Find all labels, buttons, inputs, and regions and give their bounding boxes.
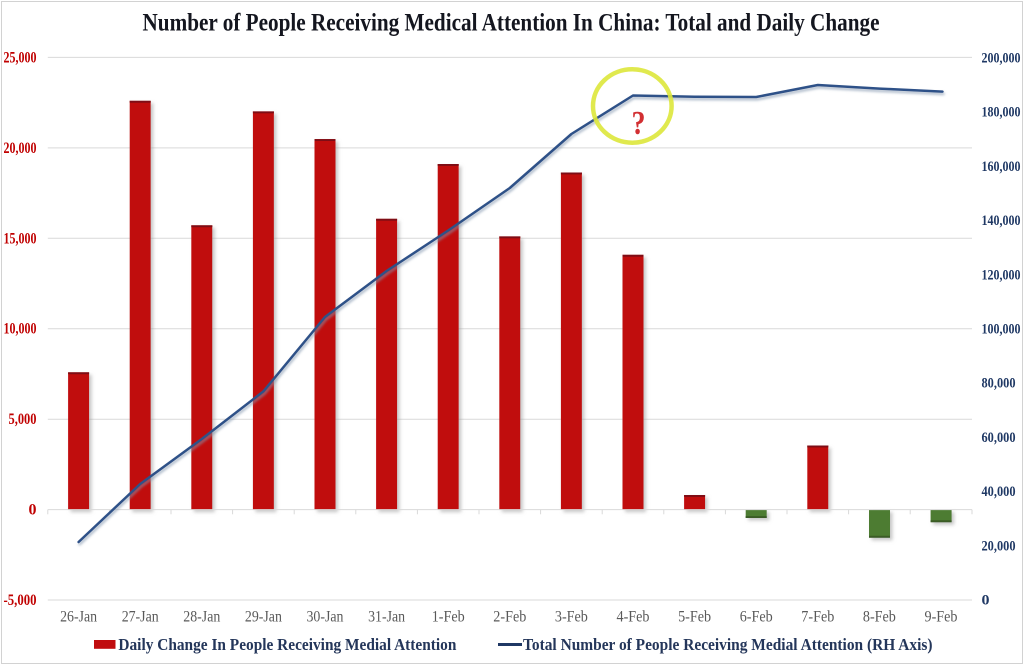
svg-text:60,000: 60,000 [982,429,1016,446]
svg-text:30-Jan: 30-Jan [307,609,344,626]
svg-text:-5,000: -5,000 [4,592,37,609]
svg-text:15,000: 15,000 [4,230,37,247]
svg-text:200,000: 200,000 [982,49,1021,66]
svg-text:27-Jan: 27-Jan [122,609,159,626]
svg-text:4-Feb: 4-Feb [617,609,650,626]
svg-text:160,000: 160,000 [982,158,1021,175]
svg-text:6-Feb: 6-Feb [740,609,773,626]
svg-text:26-Jan: 26-Jan [60,609,97,626]
svg-text:0: 0 [29,502,37,519]
svg-text:40,000: 40,000 [982,483,1016,500]
svg-text:Number of People Receiving Med: Number of People Receiving Medical Atten… [143,9,880,36]
svg-text:9-Feb: 9-Feb [925,609,958,626]
svg-text:Daily Change In People Receivi: Daily Change In People Receiving Medial … [118,635,456,654]
svg-text:5,000: 5,000 [9,411,37,428]
svg-text:7-Feb: 7-Feb [801,609,834,626]
svg-text:29-Jan: 29-Jan [245,609,282,626]
svg-text:20,000: 20,000 [4,140,37,157]
svg-text:100,000: 100,000 [982,321,1021,338]
svg-text:1-Feb: 1-Feb [432,609,465,626]
svg-text:120,000: 120,000 [982,266,1021,283]
svg-text:20,000: 20,000 [982,537,1016,554]
svg-text:80,000: 80,000 [982,375,1016,392]
svg-text:8-Feb: 8-Feb [863,609,896,626]
svg-text:?: ? [632,105,646,142]
svg-text:25,000: 25,000 [4,49,37,66]
svg-text:180,000: 180,000 [982,104,1021,121]
svg-text:Total Number of People Receivi: Total Number of People Receiving Medial … [523,635,933,654]
svg-text:28-Jan: 28-Jan [183,609,220,626]
svg-text:140,000: 140,000 [982,212,1021,229]
svg-text:5-Feb: 5-Feb [678,609,711,626]
svg-text:31-Jan: 31-Jan [368,609,405,626]
svg-text:3-Feb: 3-Feb [555,609,588,626]
svg-text:0: 0 [982,592,990,609]
svg-text:2-Feb: 2-Feb [493,609,526,626]
svg-text:10,000: 10,000 [4,321,37,338]
